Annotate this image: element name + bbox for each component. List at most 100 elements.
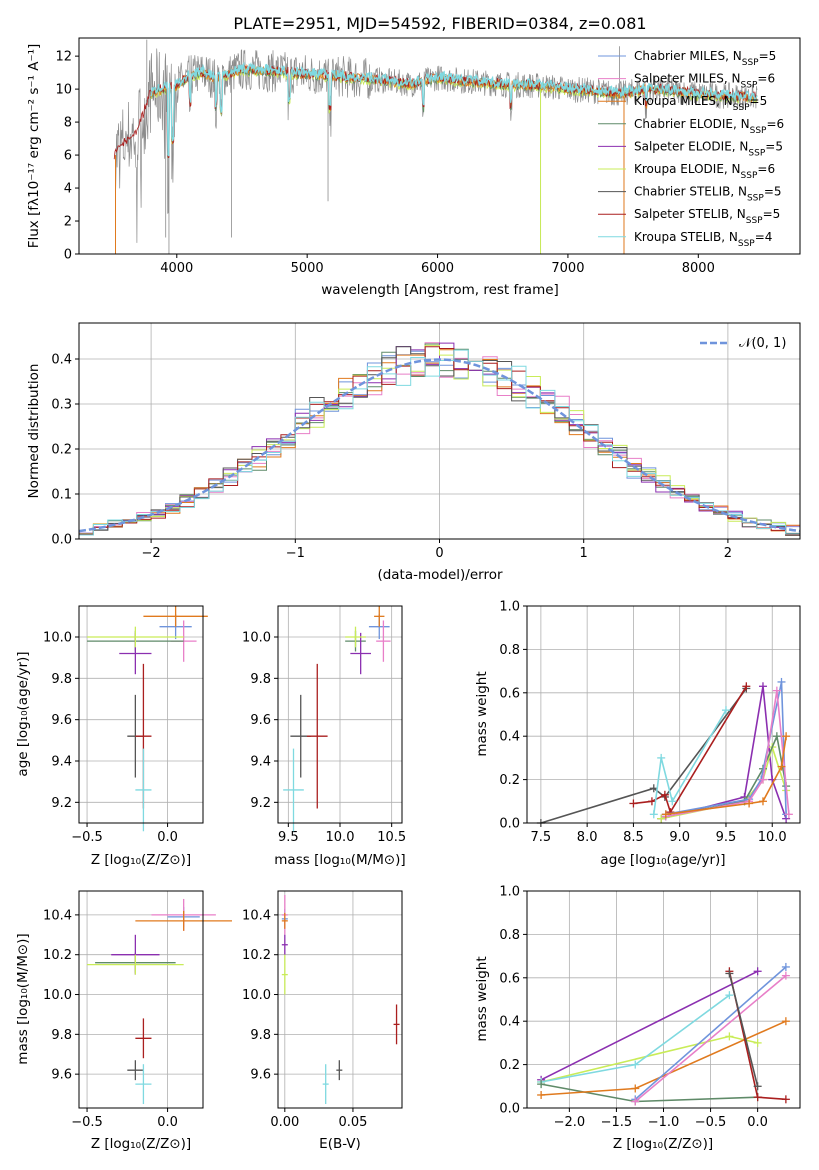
weight-vs-metallicity-frame <box>526 890 801 1109</box>
weight-vs-age-xlabel: age [log₁₀(age/yr)] <box>600 852 725 868</box>
y-tick-label: 0.4 <box>499 1015 520 1030</box>
y-tick-label: 0.6 <box>499 971 520 986</box>
histogram-plot-area <box>78 342 801 536</box>
weight-vs-metallicity-panel: −2.0 −1.5 −1.0 −0.5 0.0 0.0 0.2 0.4 0.6 0.8 1.0 Z … <box>474 885 801 1152</box>
legend-label-chabrier_stelib: Chabrier STELIB, NSSP=5 <box>634 185 782 204</box>
weight-line-chabrier_stelib <box>728 973 759 1087</box>
normal-curve-legend-label: 𝒩(0, 1) <box>739 336 786 351</box>
weight-line-chabrier_stelib <box>540 688 747 824</box>
age-vs-metallicity-ylabel: age [log₁₀(age/yr)] <box>15 651 31 776</box>
y-tick-label: 9.8 <box>51 672 72 687</box>
y-tick-label: 0.0 <box>499 817 520 832</box>
age-vs-mass-xlabel: mass [log₁₀(M/M⊙)] <box>274 852 405 868</box>
x-tick-label: 9.5 <box>716 830 737 845</box>
y-tick-label: 0.8 <box>499 928 520 943</box>
x-tick-label: 7.5 <box>531 830 552 845</box>
legend-label-salpeter_elodie: Salpeter ELODIE, NSSP=5 <box>634 139 783 158</box>
y-tick-label: 10.0 <box>242 631 271 646</box>
y-tick-label: 0.2 <box>51 443 72 458</box>
mass-vs-ebv-panel: 0.00 0.05 9.6 9.8 10.0 10.2 10.4 E(B-V) <box>242 890 403 1152</box>
y-tick-label: 2 <box>64 215 72 230</box>
x-tick-label: 8000 <box>682 261 715 276</box>
y-tick-label: 10 <box>55 83 72 98</box>
y-tick-label: 8 <box>64 116 72 131</box>
spectrum-panel: PLATE=2951, MJD=54592, FIBERID=0384, z=0… <box>26 14 801 298</box>
mass-vs-metallicity-xlabel: Z [log₁₀(Z/Z⊙)] <box>91 1136 191 1152</box>
x-tick-label: 1 <box>580 546 588 561</box>
x-tick-label: 0.0 <box>747 1115 768 1130</box>
normal-curve <box>78 358 801 533</box>
histogram-ticks: −2 −1 0 1 2 0.0 0.1 0.2 0.3 0.4 <box>51 353 732 562</box>
legend-label-salpeter_stelib: Salpeter STELIB, NSSP=5 <box>634 207 780 226</box>
mass-vs-metallicity-plot: −0.5 0.0 9.6 9.8 10.0 10.2 10.4 <box>43 891 232 1130</box>
y-tick-label: 9.6 <box>51 1068 72 1083</box>
y-tick-label: 9.4 <box>51 755 72 770</box>
x-tick-label: 4000 <box>160 261 193 276</box>
x-tick-label: 9.5 <box>278 830 299 845</box>
mass-vs-ebv-xlabel: E(B-V) <box>319 1136 361 1152</box>
age-vs-mass-plot: 9.5 10.0 10.5 9.2 9.4 9.6 9.8 10.0 <box>242 606 406 845</box>
legend-label-kroupa_miles: Kroupa MILES, NSSP=5 <box>634 94 767 113</box>
spectrum-title: PLATE=2951, MJD=54592, FIBERID=0384, z=0… <box>233 14 646 33</box>
x-tick-label: −1 <box>286 546 305 561</box>
x-tick-label: 6000 <box>421 261 454 276</box>
x-tick-label: −2 <box>142 546 161 561</box>
y-tick-label: 0.3 <box>51 398 72 413</box>
x-tick-label: −0.5 <box>71 1115 103 1130</box>
age-vs-metallicity-xlabel: Z [log₁₀(Z/Z⊙)] <box>91 852 191 868</box>
weight-line-salpeter_miles <box>634 974 787 1103</box>
y-tick-label: 9.6 <box>51 713 72 728</box>
weight-vs-age-ylabel: mass weight <box>474 671 490 756</box>
y-tick-label: 0.4 <box>51 353 72 368</box>
y-tick-label: 9.6 <box>250 713 271 728</box>
x-tick-label: 9.0 <box>669 830 690 845</box>
weight-line-salpeter_elodie <box>540 970 758 1081</box>
y-tick-label: 0 <box>64 248 72 263</box>
mass-vs-ebv-frame <box>277 890 403 1109</box>
spectrum-xlabel: wavelength [Angstrom, rest frame] <box>321 282 559 298</box>
y-tick-label: 10.2 <box>43 948 72 963</box>
y-tick-label: 10.2 <box>242 948 271 963</box>
y-tick-label: 10.0 <box>43 988 72 1003</box>
weight-vs-age-frame <box>526 605 801 824</box>
y-tick-label: 0.1 <box>51 488 72 503</box>
y-tick-label: 9.8 <box>250 1028 271 1043</box>
x-tick-label: −1.5 <box>601 1115 633 1130</box>
weight-line-chabrier_miles <box>634 966 787 1100</box>
age-vs-metallicity-frame <box>78 605 204 824</box>
y-tick-label: 6 <box>64 149 72 164</box>
age-vs-mass-panel: 9.5 10.0 10.5 9.2 9.4 9.6 9.8 10.0 mass [log₁₀(… <box>242 605 406 868</box>
weight-vs-metallicity-ylabel: mass weight <box>474 956 490 1041</box>
weight-vs-metallicity-plot: −2.0 −1.5 −1.0 −0.5 0.0 0.0 0.2 0.4 0.6 0.8 1.0 <box>499 885 800 1130</box>
x-tick-label: 10.5 <box>377 830 406 845</box>
weight-line-kroupa_elodie <box>540 1035 758 1083</box>
x-tick-label: 8.0 <box>577 830 598 845</box>
spectrum-frame <box>78 37 801 255</box>
spectrum-ticks: 4000 5000 6000 7000 8000 0 2 4 6 8 10 12 <box>55 50 714 276</box>
legend-label-chabrier_miles: Chabrier MILES, NSSP=5 <box>634 49 776 68</box>
x-tick-label: 0.0 <box>157 1115 178 1130</box>
histogram-step-salpeter_stelib <box>79 346 800 536</box>
spectrum-ylabel: Flux [fλ10⁻¹⁷ erg cm⁻² s⁻¹ A⁻¹] <box>26 44 42 249</box>
legend-label-salpeter_miles: Salpeter MILES, NSSP=6 <box>634 72 775 91</box>
x-tick-label: 2 <box>724 546 732 561</box>
x-tick-label: 10.0 <box>326 830 355 845</box>
y-tick-label: 10.4 <box>43 908 72 923</box>
mass-vs-metallicity-frame <box>78 890 204 1109</box>
y-tick-label: 0.4 <box>499 730 520 745</box>
y-tick-label: 9.2 <box>51 796 72 811</box>
age-vs-metallicity-panel: −0.5 0.09.29.49.69.810.0 Z [log₁₀(Z/Z⊙)] … <box>15 605 208 868</box>
x-tick-label: 0.0 <box>157 830 178 845</box>
model-spectrum-kroupa_stelib <box>150 61 758 157</box>
y-tick-label: 0.0 <box>499 1102 520 1117</box>
y-tick-label: 9.8 <box>51 1028 72 1043</box>
y-tick-label: 9.8 <box>250 672 271 687</box>
x-tick-label: −1.0 <box>648 1115 680 1130</box>
histogram-xlabel: (data-model)/error <box>377 567 503 583</box>
x-tick-label: −0.5 <box>71 830 103 845</box>
spectrum-plot-area <box>113 39 758 254</box>
x-tick-label: −0.5 <box>695 1115 727 1130</box>
age-vs-mass-frame <box>277 605 403 824</box>
legend-label-chabrier_elodie: Chabrier ELODIE, NSSP=6 <box>634 117 784 136</box>
